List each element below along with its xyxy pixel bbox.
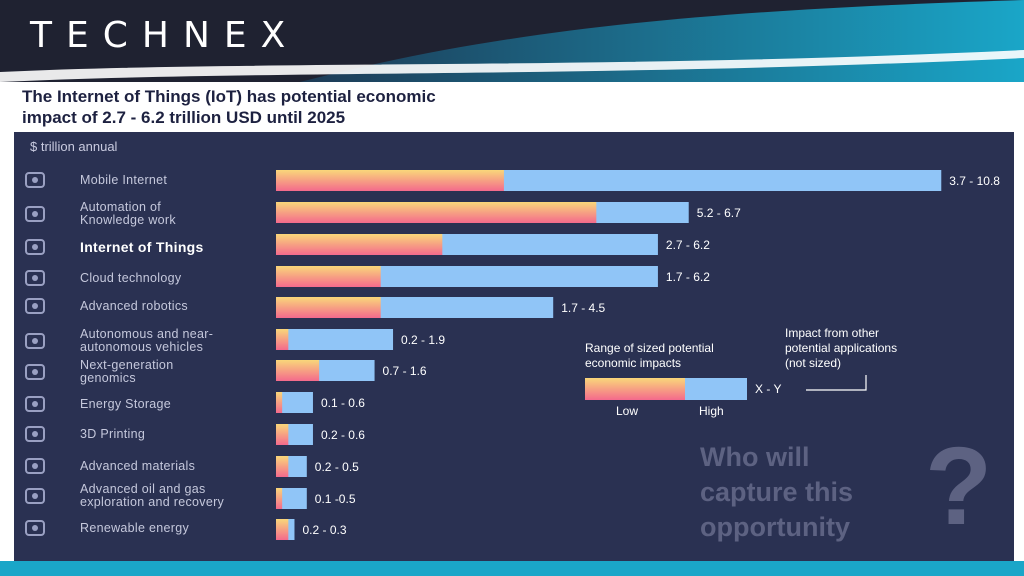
category-row: Advanced oil and gas exploration and rec… bbox=[14, 482, 276, 510]
header-wave-graphic bbox=[0, 0, 1024, 82]
brain-icon bbox=[24, 204, 46, 224]
footer-bar bbox=[0, 561, 1024, 576]
bar-value-label: 2.7 - 6.2 bbox=[666, 238, 710, 252]
solar-panel-icon bbox=[24, 518, 46, 538]
bar-low bbox=[276, 456, 289, 477]
category-label: Advanced oil and gas exploration and rec… bbox=[80, 482, 225, 509]
technex-logo: TECHNEX bbox=[30, 15, 300, 56]
category-label: Mobile Internet bbox=[80, 172, 168, 187]
bar-low bbox=[276, 329, 289, 350]
header-banner: TECHNEX bbox=[0, 0, 1024, 82]
category-row: Automation of Knowledge work bbox=[14, 200, 276, 228]
bar-low bbox=[276, 488, 283, 509]
bar-value-label: 0.2 - 0.5 bbox=[315, 460, 359, 474]
bar-value-label: 0.1 - 0.6 bbox=[321, 396, 365, 410]
robot-icon bbox=[24, 296, 46, 316]
legend-low-label: Low bbox=[616, 404, 639, 418]
bar-low bbox=[276, 170, 504, 191]
dna-icon bbox=[24, 362, 46, 382]
category-label: Next-generation genomics bbox=[80, 358, 174, 385]
materials-icon bbox=[24, 456, 46, 476]
car-icon bbox=[24, 331, 46, 351]
bar-low bbox=[276, 424, 289, 445]
bar-low bbox=[276, 297, 381, 318]
bar-low bbox=[276, 266, 381, 287]
category-row: Energy Storage bbox=[14, 390, 276, 418]
bar-value-label: 0.2 - 1.9 bbox=[401, 333, 445, 347]
category-label: Advanced robotics bbox=[80, 298, 188, 313]
category-row: Cloud technology bbox=[14, 264, 276, 292]
unit-label: $ trillion annual bbox=[30, 139, 118, 154]
network-icon bbox=[24, 237, 46, 257]
bar-value-label: 5.2 - 6.7 bbox=[697, 206, 741, 220]
bar-low bbox=[276, 360, 320, 381]
category-label: Renewable energy bbox=[80, 520, 190, 535]
category-row: Autonomous and near- autonomous vehicles bbox=[14, 327, 276, 355]
bar-low bbox=[276, 519, 289, 540]
bar-low bbox=[276, 234, 443, 255]
chart-title: The Internet of Things (IoT) has potenti… bbox=[22, 87, 436, 127]
cloud-icon bbox=[24, 268, 46, 288]
category-row: 3D Printing bbox=[14, 420, 276, 448]
category-row: Mobile Internet bbox=[14, 166, 276, 194]
category-label: Energy Storage bbox=[80, 396, 172, 411]
question-mark-icon: ? bbox=[925, 425, 993, 548]
category-label: Automation of Knowledge work bbox=[80, 200, 176, 227]
right-border bbox=[1014, 82, 1024, 561]
bar-value-label: 0.2 - 0.6 bbox=[321, 428, 365, 442]
category-row: Renewable energy bbox=[14, 514, 276, 542]
category-row: Next-generation genomics bbox=[14, 358, 276, 386]
category-label: 3D Printing bbox=[80, 426, 146, 441]
bar-value-label: 1.7 - 4.5 bbox=[561, 301, 605, 315]
bar-high bbox=[276, 392, 313, 413]
legend-low-swatch bbox=[585, 378, 685, 400]
battery-icon bbox=[24, 394, 46, 414]
category-row: Advanced robotics bbox=[14, 292, 276, 320]
question-text: Who will capture this opportunity bbox=[700, 442, 854, 542]
bar-high bbox=[276, 329, 394, 350]
legend-other-title: Impact from other potential applications… bbox=[785, 326, 898, 370]
category-label: Advanced materials bbox=[80, 458, 196, 473]
left-border bbox=[0, 82, 14, 561]
printer-icon bbox=[24, 424, 46, 444]
title-band bbox=[14, 82, 1014, 132]
category-label: Autonomous and near- autonomous vehicles bbox=[80, 327, 214, 354]
mobile-icon bbox=[24, 170, 46, 190]
category-label: Cloud technology bbox=[80, 270, 182, 285]
bar-value-label: 1.7 - 6.2 bbox=[666, 270, 710, 284]
legend-range-title: Range of sized potential economic impact… bbox=[585, 341, 714, 370]
legend-high-label: High bbox=[699, 404, 724, 418]
bar-low bbox=[276, 202, 597, 223]
bar-value-label: 3.7 - 10.8 bbox=[949, 174, 1000, 188]
bar-high bbox=[276, 488, 307, 509]
legend-high-swatch bbox=[685, 378, 747, 400]
bar-value-label: 0.2 - 0.3 bbox=[302, 523, 346, 537]
legend-xy-label: X - Y bbox=[755, 382, 782, 396]
bar-value-label: 0.7 - 1.6 bbox=[383, 364, 427, 378]
legend-connector-line bbox=[806, 375, 867, 391]
oil-rig-icon bbox=[24, 486, 46, 506]
bar-value-label: 0.1 -0.5 bbox=[315, 492, 356, 506]
category-row: Advanced materials bbox=[14, 452, 276, 480]
category-row: Internet of Things bbox=[14, 233, 276, 261]
bar-low bbox=[276, 392, 283, 413]
category-label: Internet of Things bbox=[80, 238, 204, 255]
